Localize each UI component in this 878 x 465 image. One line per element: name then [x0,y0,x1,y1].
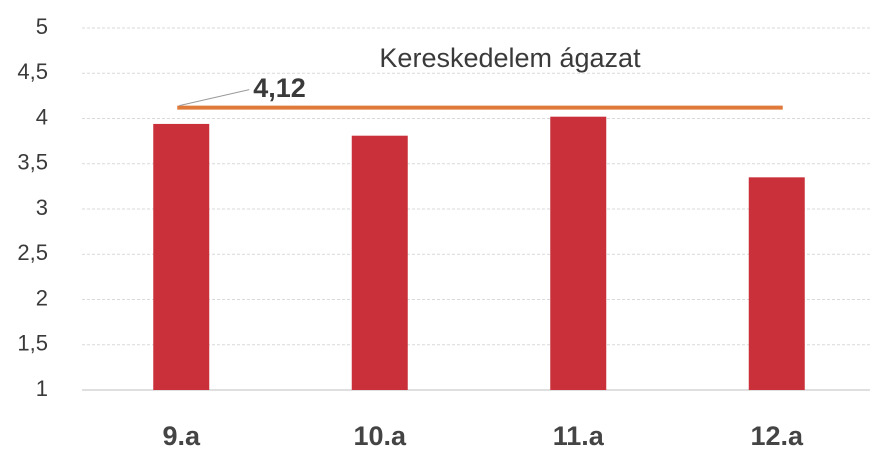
y-tick-label: 2,5 [17,240,48,265]
x-tick-label: 10.a [353,421,407,451]
bar [550,116,607,390]
y-tick-label: 5 [36,14,48,39]
y-tick-label: 4,5 [17,59,48,84]
x-tick-label: 12.a [750,421,804,451]
x-tick-label: 9.a [162,421,201,451]
y-tick-label: 1,5 [17,331,48,356]
y-tick-label: 2 [36,285,48,310]
bar [153,123,210,391]
y-tick-label: 3 [36,195,48,220]
bar [748,177,805,390]
x-tick-label: 11.a [553,421,605,451]
y-tick-label: 1 [36,376,48,401]
label-leader [179,89,250,107]
reference-value-label: 4,12 [253,73,306,103]
reference-name: Kereskedelem ágazat [379,43,641,73]
y-tick-label: 4 [36,104,48,129]
bar [351,135,408,390]
y-tick-label: 3,5 [17,150,48,175]
